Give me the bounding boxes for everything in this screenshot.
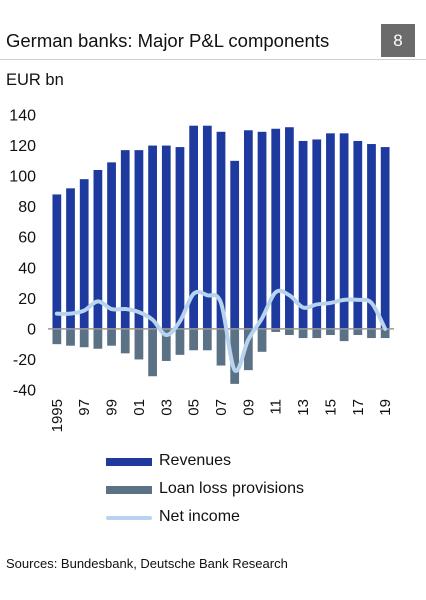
revenue-bar <box>367 144 376 329</box>
provision-bar <box>243 328 253 371</box>
provision-bar <box>326 328 335 335</box>
revenue-bar <box>326 133 335 329</box>
legend-label-net-income: Net income <box>159 508 240 525</box>
provision-bar <box>285 328 294 335</box>
chart-number-badge: 8 <box>381 24 415 57</box>
y-tick-label: 80 <box>18 199 36 216</box>
provision-bar <box>107 328 116 346</box>
x-axis-tick-labels: 1995 97 99 01 03 05 07 09 11 13 15 17 19 <box>49 399 394 432</box>
provision-bar <box>134 328 144 360</box>
net-income-line <box>54 288 388 373</box>
revenue-bar <box>134 150 144 329</box>
x-tick-label: 97 <box>76 399 93 416</box>
provision-bar <box>93 328 103 349</box>
provision-bar <box>189 328 199 351</box>
chart-title: German banks: Major P&L components <box>6 30 330 51</box>
revenue-bar <box>312 139 322 329</box>
revenue-bar <box>52 194 62 329</box>
provision-bar <box>298 328 308 339</box>
source-note: Sources: Bundesbank, Deutsche Bank Resea… <box>6 556 288 571</box>
legend-swatch-net-income <box>106 516 152 520</box>
x-tick-label: 09 <box>240 399 257 416</box>
x-tick-label: 15 <box>322 399 339 416</box>
revenue-bar <box>216 131 226 329</box>
header-divider <box>0 59 426 60</box>
revenue-bar <box>202 125 212 329</box>
x-tick-label: 99 <box>104 399 121 416</box>
provision-bar <box>353 328 363 335</box>
provision-bar <box>339 328 349 342</box>
revenue-bar <box>93 170 103 329</box>
chart-legend: Revenues Loan loss provisions Net income <box>0 452 426 532</box>
revenue-bar <box>298 140 308 329</box>
x-tick-label: 19 <box>377 399 394 416</box>
provision-bar <box>380 328 390 339</box>
y-axis-ticks: -40 -20 0 20 40 60 80 100 120 140 <box>9 108 36 400</box>
chart-header: German banks: Major P&L components 8 <box>0 0 426 57</box>
revenue-bar <box>271 128 281 329</box>
revenue-bar <box>120 150 130 329</box>
y-tick-label: 60 <box>18 230 36 247</box>
provision-bar <box>148 328 157 377</box>
y-tick-label: 100 <box>9 169 36 186</box>
revenue-bar <box>107 162 116 329</box>
y-tick-label: 0 <box>27 321 36 338</box>
revenue-bar <box>66 188 75 329</box>
provision-bar <box>52 328 62 345</box>
provision-bar <box>66 328 75 346</box>
y-axis-unit-label: EUR bn <box>6 71 64 89</box>
y-tick-label: 140 <box>9 108 36 125</box>
x-tick-label: 17 <box>350 399 367 416</box>
revenue-bar <box>189 125 199 329</box>
revenue-bar <box>257 131 267 329</box>
provision-bar <box>120 328 130 354</box>
revenue-bar <box>380 147 390 329</box>
x-tick-label: 07 <box>213 399 230 416</box>
x-tick-label: 13 <box>295 399 312 416</box>
revenue-bar <box>79 179 89 329</box>
provision-bar <box>367 328 376 339</box>
provision-bar <box>161 328 171 361</box>
y-tick-label: -20 <box>13 352 36 369</box>
revenue-bar <box>285 127 294 329</box>
provision-bar <box>230 328 240 384</box>
revenue-bar <box>148 145 157 329</box>
provision-bar <box>202 328 212 351</box>
y-tick-label: -40 <box>13 383 36 400</box>
revenue-bar <box>161 145 171 329</box>
provision-bar <box>271 328 281 332</box>
pl-components-chart: -40 -20 0 20 40 60 80 100 120 140 1995 97 99 01 03 05 0… <box>9 108 394 433</box>
revenue-bar <box>243 130 253 329</box>
y-tick-label: 120 <box>9 138 36 155</box>
x-tick-label: 05 <box>186 399 203 416</box>
provision-bar <box>79 328 89 348</box>
x-tick-label: 11 <box>268 399 285 415</box>
x-tick-label: 01 <box>131 399 148 416</box>
y-tick-label: 40 <box>18 260 36 277</box>
provision-bar <box>175 328 185 355</box>
revenue-bar <box>339 133 349 329</box>
revenue-bar <box>353 140 363 329</box>
y-tick-label: 20 <box>18 291 36 308</box>
legend-swatch-provisions <box>106 486 152 494</box>
revenue-bar <box>175 147 185 329</box>
provision-bar <box>312 328 322 339</box>
legend-label-revenues: Revenues <box>159 452 232 469</box>
legend-label-provisions: Loan loss provisions <box>159 480 304 497</box>
provision-bar <box>257 328 267 352</box>
provision-bar <box>216 328 226 366</box>
legend-swatch-revenues <box>106 458 152 466</box>
loan-loss-provision-bars <box>52 328 390 384</box>
revenue-bars <box>52 125 390 329</box>
x-tick-label: 03 <box>158 399 175 416</box>
x-tick-label: 1995 <box>49 399 66 432</box>
revenue-bar <box>230 160 240 329</box>
